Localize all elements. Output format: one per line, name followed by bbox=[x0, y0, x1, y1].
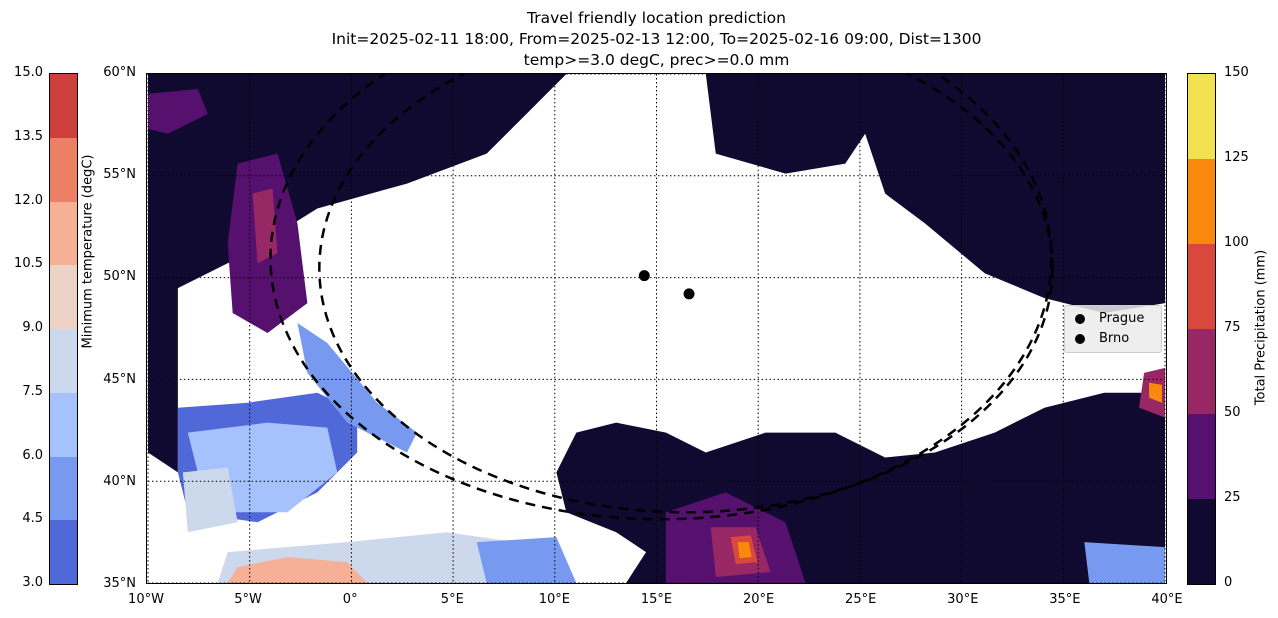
x-tick-label: 20°E bbox=[742, 592, 775, 607]
y-tick-label: 50°N bbox=[103, 269, 136, 285]
temperature-colorbar-tick: 6.0 bbox=[22, 447, 43, 463]
prague-marker-icon bbox=[1075, 313, 1085, 324]
range-circle-inner bbox=[318, 74, 1054, 514]
temperature-patch bbox=[182, 467, 238, 533]
title-line-1: Travel friendly location prediction bbox=[527, 9, 786, 27]
precipitation-colorbar-label: Total Precipitation (mm) bbox=[1253, 249, 1269, 406]
precipitation-colorbar-tick: 25 bbox=[1224, 490, 1241, 505]
temperature-patch bbox=[297, 323, 417, 453]
temperature-colorbar-tick: 9.0 bbox=[22, 320, 43, 335]
temperature-colorbar-tick: 13.5 bbox=[14, 128, 43, 144]
city-marker-prague bbox=[638, 270, 650, 282]
map-plot bbox=[146, 73, 1167, 584]
legend: Prague Brno bbox=[1064, 305, 1162, 353]
x-tick-label: 10°E bbox=[538, 592, 571, 607]
precip-band bbox=[252, 188, 278, 264]
x-tick-label: 5°E bbox=[440, 592, 464, 607]
range-circle-outer bbox=[269, 74, 1053, 521]
precipitation-colorbar bbox=[1187, 73, 1216, 585]
legend-prague: Prague bbox=[1099, 311, 1145, 326]
temperature-colorbar-segment bbox=[50, 74, 77, 138]
temperature-colorbar-tick: 15.0 bbox=[14, 65, 43, 80]
temperature-colorbar-tick: 7.5 bbox=[22, 383, 43, 399]
temperature-colorbar-tick: 12.0 bbox=[14, 192, 43, 208]
temperature-colorbar bbox=[49, 73, 78, 585]
x-tick-label: 15°E bbox=[640, 592, 673, 607]
x-tick-label: 40°E bbox=[1151, 592, 1183, 607]
y-tick-label: 45°N bbox=[103, 371, 136, 387]
y-tick-label: 35°N bbox=[103, 576, 136, 591]
precipitation-colorbar-segment bbox=[1188, 414, 1215, 499]
temperature-colorbar-segment bbox=[50, 520, 77, 584]
temperature-colorbar-tick: 10.5 bbox=[14, 256, 43, 272]
y-tick-label: 55°N bbox=[103, 167, 136, 183]
dry-region bbox=[147, 74, 1166, 583]
title-line-3: temp>=3.0 degC, prec>=0.0 mm bbox=[523, 51, 790, 69]
x-tick-label: 30°E bbox=[947, 592, 979, 607]
precipitation-colorbar-tick: 0 bbox=[1224, 575, 1233, 590]
precipitation-colorbar-segment bbox=[1188, 244, 1215, 329]
temperature-colorbar-segment bbox=[50, 456, 77, 521]
temperature-colorbar-segment bbox=[50, 392, 77, 457]
precipitation-colorbar-tick: 50 bbox=[1224, 405, 1241, 420]
temperature-colorbar-segment bbox=[50, 137, 77, 202]
temperature-patch bbox=[227, 557, 368, 583]
x-tick-label: 0° bbox=[342, 592, 358, 607]
precip-band bbox=[147, 88, 208, 134]
temperature-colorbar-tick: 3.0 bbox=[22, 575, 43, 590]
temperature-colorbar-segment bbox=[50, 201, 77, 266]
precipitation-colorbar-segment bbox=[1188, 329, 1215, 414]
precipitation-colorbar-segment bbox=[1188, 159, 1215, 244]
temperature-colorbar-label: Minimum temperature (degC) bbox=[80, 154, 96, 349]
precipitation-colorbar-tick: 125 bbox=[1224, 150, 1249, 165]
legend-brno: Brno bbox=[1099, 331, 1130, 346]
x-tick-label: 25°E bbox=[845, 592, 877, 607]
temperature-colorbar-segment bbox=[50, 329, 77, 393]
city-marker-brno bbox=[683, 288, 695, 300]
precipitation-colorbar-tick: 150 bbox=[1224, 65, 1249, 80]
y-tick-label: 60°N bbox=[103, 65, 136, 80]
y-tick-label: 40°N bbox=[103, 473, 136, 489]
dry-region-2 bbox=[147, 452, 178, 583]
x-tick-label: 5°W bbox=[234, 592, 262, 607]
brno-marker-icon bbox=[1075, 333, 1085, 344]
gridlines bbox=[147, 74, 1166, 583]
temperature-patch bbox=[1084, 542, 1166, 583]
precipitation-colorbar-tick: 100 bbox=[1224, 235, 1249, 250]
precipitation-colorbar-segment bbox=[1188, 499, 1215, 584]
precip-band bbox=[737, 542, 752, 559]
x-tick-label: 35°E bbox=[1049, 592, 1081, 607]
temperature-patch bbox=[476, 537, 577, 583]
precip-band bbox=[1149, 382, 1163, 403]
temperature-colorbar-segment bbox=[50, 265, 77, 329]
title-line-2: Init=2025-02-11 18:00, From=2025-02-13 1… bbox=[331, 30, 982, 48]
precipitation-colorbar-tick: 75 bbox=[1224, 320, 1241, 335]
temperature-colorbar-tick: 4.5 bbox=[22, 511, 43, 527]
precipitation-colorbar-segment bbox=[1188, 74, 1215, 159]
x-tick-label: 10°W bbox=[128, 592, 164, 607]
